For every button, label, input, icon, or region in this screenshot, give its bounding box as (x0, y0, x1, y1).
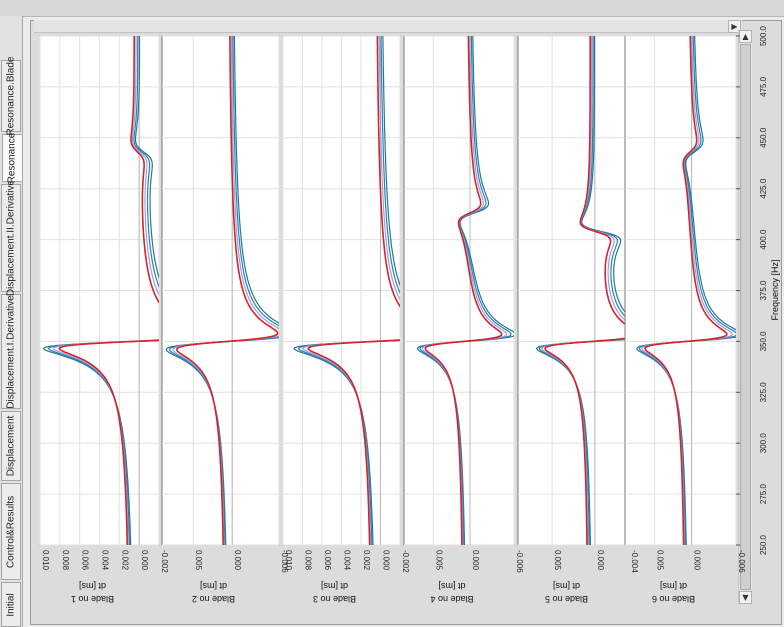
blade-panel: -0.006 0.000 0.005 dt [ms] Blade no 2 (161, 35, 289, 604)
x-axis-label: Frequency [Hz] (770, 259, 780, 320)
arrow-up-icon: ▲ (742, 32, 749, 41)
y-tick-label: 0.005 (434, 550, 443, 571)
x-tick-label: 300.0 (759, 433, 768, 454)
blade-panel: -0.006 0.000 0.005 dt [ms] Blade no 4 (403, 35, 524, 604)
series-line (297, 36, 400, 545)
series-line (535, 36, 629, 545)
x-tick-label: 325.0 (759, 382, 768, 403)
y-tick-label: 0.006 (323, 550, 332, 571)
y-tick-label: 0.010 (284, 550, 293, 571)
x-tick-label: 475.0 (759, 76, 768, 97)
panel-ylabel: dt [ms] (200, 581, 227, 591)
blade-panel: -0.002 0.000 0.002 0.004 0.006 0.008 0.010 dt [… (282, 35, 410, 604)
x-tick-label: 450.0 (759, 127, 768, 148)
x-tick-label: 250.0 (759, 534, 768, 555)
y-tick-label: 0.006 (81, 550, 90, 571)
panel-title: Blade no 3 (313, 594, 356, 604)
y-tick-label: 0.004 (343, 550, 352, 571)
panel-ylabel: dt [ms] (438, 581, 465, 591)
series-group (165, 36, 279, 545)
x-tick-label: 500.0 (759, 25, 768, 46)
y-tick-label: 0.005 (656, 550, 665, 571)
y-tick-label: 0.005 (553, 550, 562, 571)
panel-title: Blade no 5 (545, 594, 588, 604)
series-group (42, 36, 159, 545)
y-tick-label: 0.000 (596, 550, 605, 571)
tab-displacement[interactable]: Displacement (1, 411, 21, 481)
y-tick-label: 0.000 (233, 550, 242, 571)
blade-panel: -0.006 0.000 0.005 dt [ms] Blade no 6 (624, 35, 746, 604)
x-tick-label: 375.0 (759, 280, 768, 301)
tab-displacement-i-derivative[interactable]: Displacement.I.Derivative (1, 294, 21, 409)
vertical-scrollbar[interactable]: ▲ ▼ (738, 30, 752, 604)
series-line (544, 36, 629, 545)
tab-control-results[interactable]: Control&Results (1, 483, 21, 580)
panel-title: Blade no 1 (71, 594, 114, 604)
y-tick-label: 0.008 (61, 550, 70, 571)
series-line (416, 36, 514, 545)
scrollbar-thumb[interactable] (740, 44, 751, 590)
x-tick-label: 400.0 (759, 229, 768, 250)
series-group (636, 36, 736, 545)
series-line (636, 36, 736, 545)
series-group (535, 36, 629, 545)
tab-strip: Initial Control&Results Displacement Dis… (0, 16, 23, 627)
tab-displacement-ii-derivative[interactable]: Displacement.II.Derivative (1, 180, 21, 296)
y-tick-label: -0.006 (280, 550, 289, 573)
series-line (638, 36, 736, 545)
blade-panel: -0.004 0.000 0.005 dt [ms] Blade no 5 (517, 35, 639, 604)
y-tick-label: -0.006 (515, 550, 524, 573)
panel-title: Blade no 6 (652, 594, 695, 604)
scroll-down-button[interactable]: ▼ (739, 591, 752, 604)
blade-panel: -0.002 0.000 0.002 0.004 0.006 0.008 0.010 dt [… (39, 35, 169, 604)
panel-ylabel: dt [ms] (79, 581, 106, 591)
panel-ylabel: dt [ms] (660, 581, 687, 591)
y-tick-label: 0.000 (471, 550, 480, 571)
arrow-down-icon: ▼ (742, 593, 749, 602)
y-tick-label: 0.002 (362, 550, 371, 571)
y-tick-label: 0.008 (304, 550, 313, 571)
panel-ylabel: dt [ms] (321, 581, 348, 591)
series-line (293, 36, 400, 545)
y-tick-label: 0.010 (41, 550, 50, 571)
series-line (165, 36, 279, 545)
series-line (47, 36, 159, 545)
arrow-right-icon: ▶ (731, 22, 738, 31)
y-tick-label: -0.006 (737, 550, 746, 573)
y-tick-label: -0.002 (401, 550, 410, 573)
title-bar (0, 0, 784, 17)
y-tick-label: 0.000 (693, 550, 702, 571)
series-line (175, 36, 279, 545)
panel-ylabel: dt [ms] (553, 581, 580, 591)
series-line (424, 36, 503, 545)
x-tick-label: 350.0 (759, 331, 768, 352)
series-line (538, 36, 629, 545)
panel-title: Blade no 4 (430, 594, 473, 604)
y-tick-label: -0.004 (630, 550, 639, 573)
tab-resonance-blade[interactable]: Resonance.Blade (1, 57, 21, 135)
y-tick-label: 0.000 (382, 550, 391, 571)
panel-title: Blade no 2 (192, 594, 235, 604)
series-line (307, 36, 400, 545)
scroll-right-button[interactable]: ▶ (728, 20, 741, 33)
y-tick-label: 0.000 (140, 550, 149, 571)
y-tick-label: 0.005 (194, 550, 203, 571)
y-tick-label: -0.002 (160, 550, 169, 573)
series-line (58, 36, 159, 545)
horizontal-scrollbar[interactable]: ▶ (34, 20, 742, 33)
series-group (416, 36, 514, 545)
y-tick-label: 0.004 (101, 550, 110, 571)
y-tick-label: 0.002 (120, 550, 129, 571)
x-tick-label: 425.0 (759, 178, 768, 199)
series-line (42, 36, 159, 545)
tab-resonance[interactable]: Resonance (2, 133, 22, 183)
x-tick-label: 275.0 (759, 484, 768, 505)
series-line (541, 36, 629, 545)
series-group (293, 36, 400, 545)
series-line (419, 36, 512, 545)
series-line (644, 36, 728, 545)
